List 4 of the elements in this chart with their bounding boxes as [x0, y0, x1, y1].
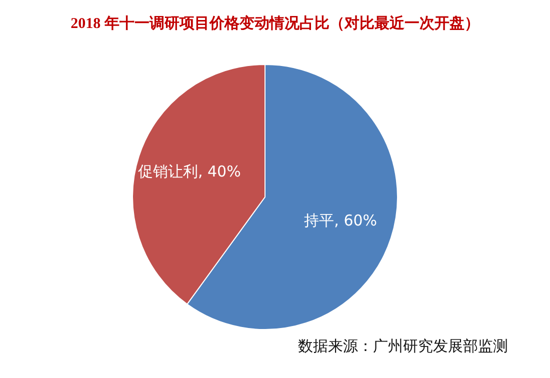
- slice-label: 促销让利, 40%: [138, 162, 241, 180]
- source-note: 数据来源：广州研究发展部监测: [298, 337, 508, 356]
- slice-label: 持平, 60%: [304, 211, 378, 230]
- chart-title: 2018 年十一调研项目价格变动情况占比（对比最近一次开盘）: [70, 14, 480, 33]
